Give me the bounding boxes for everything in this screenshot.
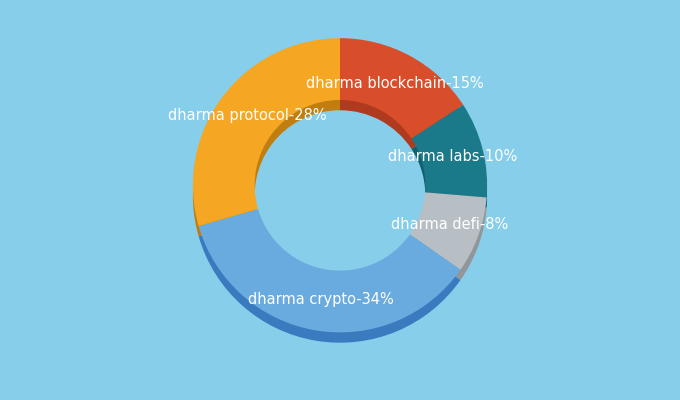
Wedge shape bbox=[193, 38, 340, 226]
Wedge shape bbox=[199, 209, 460, 332]
Wedge shape bbox=[410, 203, 487, 280]
Wedge shape bbox=[411, 105, 487, 198]
Text: dharma labs-10%: dharma labs-10% bbox=[388, 149, 517, 164]
Wedge shape bbox=[340, 48, 463, 149]
Wedge shape bbox=[193, 48, 340, 236]
Text: dharma defi-8%: dharma defi-8% bbox=[391, 217, 508, 232]
Wedge shape bbox=[199, 219, 460, 343]
Text: dharma protocol-28%: dharma protocol-28% bbox=[168, 108, 326, 123]
Wedge shape bbox=[411, 115, 487, 208]
Wedge shape bbox=[410, 192, 487, 270]
Wedge shape bbox=[340, 38, 463, 139]
Text: dharma blockchain-15%: dharma blockchain-15% bbox=[307, 76, 484, 90]
Text: dharma crypto-34%: dharma crypto-34% bbox=[248, 292, 394, 308]
